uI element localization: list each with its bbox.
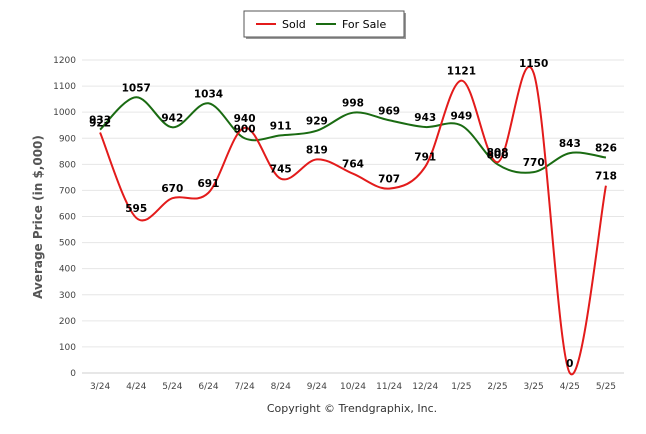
y-tick-label: 500 [59, 239, 76, 249]
x-tick-label: 3/25 [524, 382, 544, 392]
x-tick-label: 5/25 [596, 382, 616, 392]
data-label-sold: 819 [306, 144, 328, 156]
y-tick-label: 400 [59, 265, 76, 275]
x-tick-label: 6/24 [198, 382, 218, 392]
data-label-for-sale: 998 [342, 98, 364, 110]
series-line-sold [99, 65, 607, 376]
data-label-for-sale: 911 [270, 120, 292, 132]
legend: Sold For Sale [243, 10, 406, 39]
x-tick-label: 12/24 [412, 382, 438, 392]
y-tick-label: 1200 [53, 56, 76, 66]
data-label-sold: 745 [270, 164, 292, 176]
y-tick-label: 900 [59, 134, 76, 144]
y-tick-label: 1000 [53, 108, 76, 118]
x-axis-ticks: 3/24 4/24 5/24 6/24 7/24 8/24 9/24 10/24 11/24 12… [90, 382, 616, 392]
x-tick-label: 1/25 [451, 382, 471, 392]
data-label-sold: 0 [566, 358, 573, 370]
data-label-sold: 940 [234, 113, 256, 125]
data-label-for-sale: 942 [161, 112, 183, 124]
data-label-sold: 808 [487, 147, 509, 159]
data-label-for-sale: 933 [89, 115, 111, 127]
data-label-for-sale: 1057 [122, 82, 151, 94]
data-label-sold: 1150 [519, 58, 548, 70]
data-label-for-sale: 900 [234, 123, 256, 135]
y-tick-label: 0 [70, 369, 76, 379]
x-tick-label: 2/25 [487, 382, 507, 392]
series-lines [99, 65, 607, 376]
data-label-sold: 1121 [447, 66, 476, 78]
data-label-sold: 707 [378, 174, 400, 186]
copyright-text: Copyright © Trendgraphix, Inc. [267, 402, 437, 415]
gridlines [82, 59, 624, 374]
x-tick-label: 9/24 [307, 382, 327, 392]
data-label-sold: 670 [161, 183, 183, 195]
x-tick-label: 5/24 [162, 382, 182, 392]
series-line-for-sale [99, 96, 607, 174]
data-label-for-sale: 929 [306, 116, 328, 128]
legend-label-for-sale: For Sale [342, 18, 386, 31]
data-labels: 922 595 670 691 940 745 819 764 707 791 1121 808 115… [89, 58, 617, 370]
data-label-sold: 764 [342, 159, 364, 171]
y-tick-label: 800 [59, 160, 76, 170]
legend-label-sold: Sold [282, 18, 306, 31]
data-label-for-sale: 800 [487, 149, 509, 161]
y-axis-ticks: 0 100 200 300 400 500 600 700 800 900 1000 1100 1200 [53, 56, 76, 379]
data-label-sold: 595 [125, 203, 147, 215]
x-tick-label: 3/24 [90, 382, 110, 392]
x-tick-label: 11/24 [376, 382, 402, 392]
x-tick-label: 4/24 [126, 382, 146, 392]
data-label-for-sale: 949 [450, 110, 472, 122]
x-tick-label: 7/24 [234, 382, 254, 392]
data-label-for-sale: 1034 [194, 88, 223, 100]
data-label-for-sale: 969 [378, 105, 400, 117]
y-tick-label: 100 [59, 343, 76, 353]
data-label-for-sale: 826 [595, 143, 617, 155]
data-label-for-sale: 943 [414, 112, 436, 124]
x-tick-label: 10/24 [340, 382, 366, 392]
y-tick-label: 1100 [53, 82, 76, 92]
y-tick-label: 600 [59, 213, 76, 223]
x-tick-label: 4/25 [560, 382, 580, 392]
data-label-sold: 718 [595, 171, 617, 183]
data-label-sold: 922 [89, 118, 111, 130]
data-label-sold: 691 [198, 178, 220, 190]
data-label-for-sale: 770 [523, 157, 545, 169]
y-tick-label: 300 [59, 291, 76, 301]
data-label-sold: 791 [414, 152, 436, 164]
y-axis-label: Average Price (in $,000) [31, 135, 45, 299]
y-tick-label: 200 [59, 317, 76, 327]
y-tick-label: 700 [59, 186, 76, 196]
data-label-for-sale: 843 [559, 138, 581, 150]
x-tick-label: 8/24 [271, 382, 291, 392]
